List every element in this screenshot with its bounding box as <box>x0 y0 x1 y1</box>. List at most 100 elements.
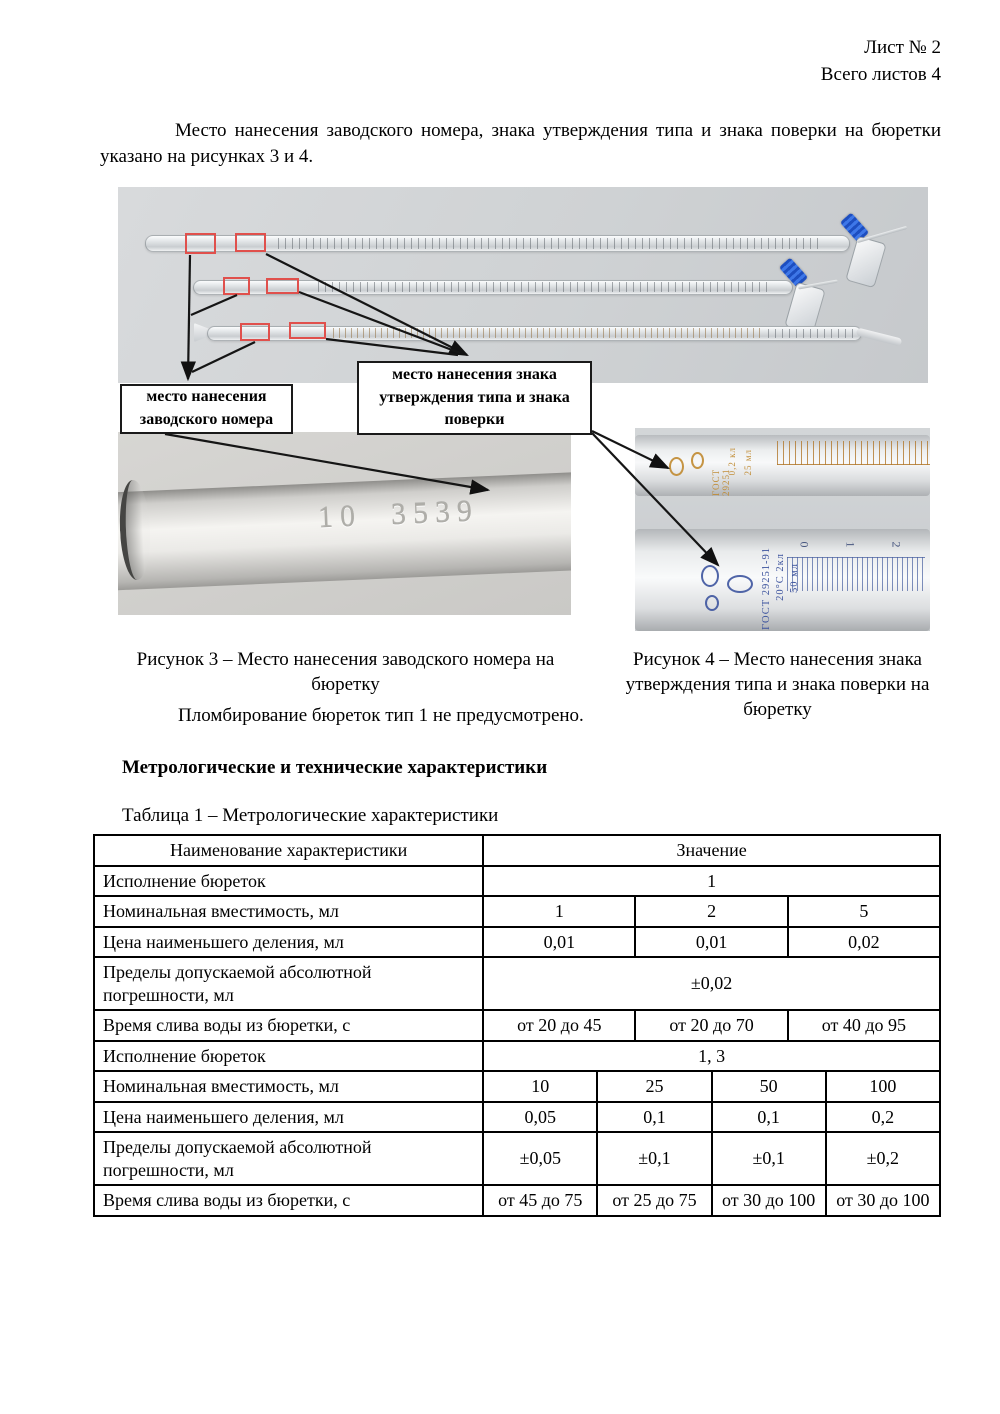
row-label: Номинальная вместимость, мл <box>92 895 485 928</box>
row-value: 1 <box>482 864 941 897</box>
row-label: Цена наименьшего деления, мл <box>92 1100 485 1133</box>
page-header: Лист № 2 Всего листов 4 <box>100 34 941 88</box>
upper-tube-class-marking: 0,2 кл <box>727 447 737 476</box>
burette-3-funnel <box>194 323 209 342</box>
table-row: Пределы допускаемой абсолютной погрешнос… <box>92 1131 942 1186</box>
serial-location-box-1 <box>185 233 216 254</box>
manufacturer-logo-icon <box>727 575 753 593</box>
table-body: Исполнение бюреток 1 Номинальная вместимос… <box>92 864 942 1217</box>
lower-tube-closeup: ГОСТ 29251-91 20°С 2кл 50 мл 0 1 2 <box>635 529 930 631</box>
row-value: ±0,02 <box>482 956 941 1011</box>
row-label: Исполнение бюреток <box>92 864 485 897</box>
total-sheets: Всего листов 4 <box>820 64 941 85</box>
row-label: Время слива воды из бюретки, с <box>92 1009 485 1042</box>
row-value: 0,1 <box>710 1100 827 1133</box>
row-value: 0,02 <box>786 925 942 958</box>
table-row: Номинальная вместимость, мл 10 25 50 100 <box>92 1070 942 1103</box>
table-row: Время слива воды из бюретки, с от 45 до 7… <box>92 1184 942 1217</box>
row-value: от 25 до 75 <box>596 1184 713 1217</box>
row-value: 50 <box>710 1070 827 1103</box>
row-value: от 30 до 100 <box>824 1184 942 1217</box>
table-row: Исполнение бюреток 1 <box>92 864 941 897</box>
row-value: 1, 3 <box>482 1039 941 1072</box>
fig3-photo: 10 3539 <box>118 432 571 615</box>
callout-serial-label: место нанесения заводского номера <box>139 388 274 428</box>
row-value: 0,1 <box>596 1100 713 1133</box>
quality-mark-icon <box>705 595 719 611</box>
row-value: ±0,2 <box>824 1131 942 1186</box>
row-value: 5 <box>786 895 942 928</box>
mark-location-box-1 <box>235 233 266 252</box>
table-row: Исполнение бюреток 1, 3 <box>92 1039 941 1072</box>
table-row: Цена наименьшего деления, мл 0,01 0,01 0,02 <box>92 925 942 958</box>
row-value: 10 <box>482 1070 599 1103</box>
mark-location-box-3 <box>289 322 326 339</box>
row-value: ±0,1 <box>596 1131 713 1186</box>
callout-approval-mark: место нанесения знака утверждения типа и… <box>357 361 592 435</box>
table-caption: Таблица 1 – Метрологические характеристи… <box>122 805 499 826</box>
figure-block: место нанесения заводского номера место … <box>100 187 941 727</box>
burette-3-scale <box>333 328 763 338</box>
row-value: 1 <box>482 895 637 928</box>
column-header-name: Наименование характеристики <box>92 834 485 867</box>
row-value: 25 <box>596 1070 713 1103</box>
table-row: Цена наименьшего деления, мл 0,05 0,1 0,1 0,… <box>92 1100 942 1133</box>
row-value: 2 <box>634 895 789 928</box>
mark-location-box-2 <box>266 278 299 294</box>
row-label: Пределы допускаемой абсолютной погрешнос… <box>92 1131 485 1186</box>
column-header-value: Значение <box>482 834 941 867</box>
type-approval-mark-icon <box>669 457 684 476</box>
row-value: от 20 до 70 <box>634 1009 789 1042</box>
table-row: Пределы допускаемой абсолютной погрешнос… <box>92 956 941 1011</box>
callout-mark-label: место нанесения знака утверждения типа и… <box>379 365 570 429</box>
row-value: от 20 до 45 <box>482 1009 637 1042</box>
row-value: от 30 до 100 <box>710 1184 827 1217</box>
serial-location-box-3 <box>240 323 270 341</box>
row-value: ±0,05 <box>482 1131 599 1186</box>
row-value: 0,05 <box>482 1100 599 1133</box>
row-value: 0,01 <box>482 925 637 958</box>
metrology-table: Наименование характеристики Значение Исп… <box>92 834 942 1217</box>
sealing-paragraph: Пломбирование бюреток тип 1 не предусмот… <box>178 705 584 726</box>
scale-label-1: 1 <box>843 541 858 548</box>
burette-1-stopcock-body <box>845 235 887 289</box>
scale-label-2: 2 <box>889 541 904 548</box>
row-label: Исполнение бюреток <box>92 1039 485 1072</box>
serial-location-box-2 <box>223 277 250 295</box>
burette-1-scale <box>278 238 818 249</box>
fig4-caption: Рисунок 4 – Место нанесения знака утверж… <box>625 649 930 720</box>
row-value: 100 <box>824 1070 942 1103</box>
row-value: 0,2 <box>824 1100 942 1133</box>
table-row: Номинальная вместимость, мл 1 2 5 <box>92 895 942 928</box>
sheet-number: Лист № 2 <box>864 37 941 58</box>
lower-tube-standard-marking: ГОСТ 29251-91 <box>761 547 772 630</box>
row-label: Пределы допускаемой абсолютной погрешнос… <box>92 956 485 1011</box>
serial-engraving: 10 3539 <box>317 494 480 535</box>
row-value: ±0,1 <box>710 1131 827 1186</box>
row-value: от 45 до 75 <box>482 1184 599 1217</box>
row-label: Номинальная вместимость, мл <box>92 1070 485 1103</box>
burette-3-joint-ribs <box>768 329 856 338</box>
section-heading: Метрологические и технические характерис… <box>122 757 548 778</box>
fig3-caption: Рисунок 3 – Место нанесения заводского н… <box>136 649 555 695</box>
burettes-photo <box>118 187 928 383</box>
certification-mark-icon <box>691 452 704 469</box>
table-row: Время слива воды из бюретки, с от 20 до 4… <box>92 1009 942 1042</box>
scale-label-0: 0 <box>797 541 812 548</box>
lower-tube-graduations <box>787 557 925 591</box>
row-value: от 40 до 95 <box>786 1009 942 1042</box>
burette-2-scale <box>318 282 768 292</box>
table-header-row: Наименование характеристики Значение <box>92 834 941 867</box>
upper-tube-volume-marking: 25 мл <box>743 449 753 476</box>
row-label: Время слива воды из бюретки, с <box>92 1184 485 1217</box>
row-label: Цена наименьшего деления, мл <box>92 925 485 958</box>
callout-serial-number: место нанесения заводского номера <box>120 384 293 434</box>
lower-tube-class-marking: 20°С 2кл <box>775 553 786 601</box>
fig4-photo: ГОСТ 29251 0,2 кл 25 мл ГОСТ 29251-91 20… <box>635 428 930 631</box>
upper-tube-graduations <box>777 441 930 465</box>
intro-paragraph: Место нанесения заводского номера, знака… <box>100 120 941 167</box>
verification-mark-icon <box>701 565 719 587</box>
row-value: 0,01 <box>634 925 789 958</box>
upper-tube-closeup: ГОСТ 29251 0,2 кл 25 мл <box>635 435 930 496</box>
